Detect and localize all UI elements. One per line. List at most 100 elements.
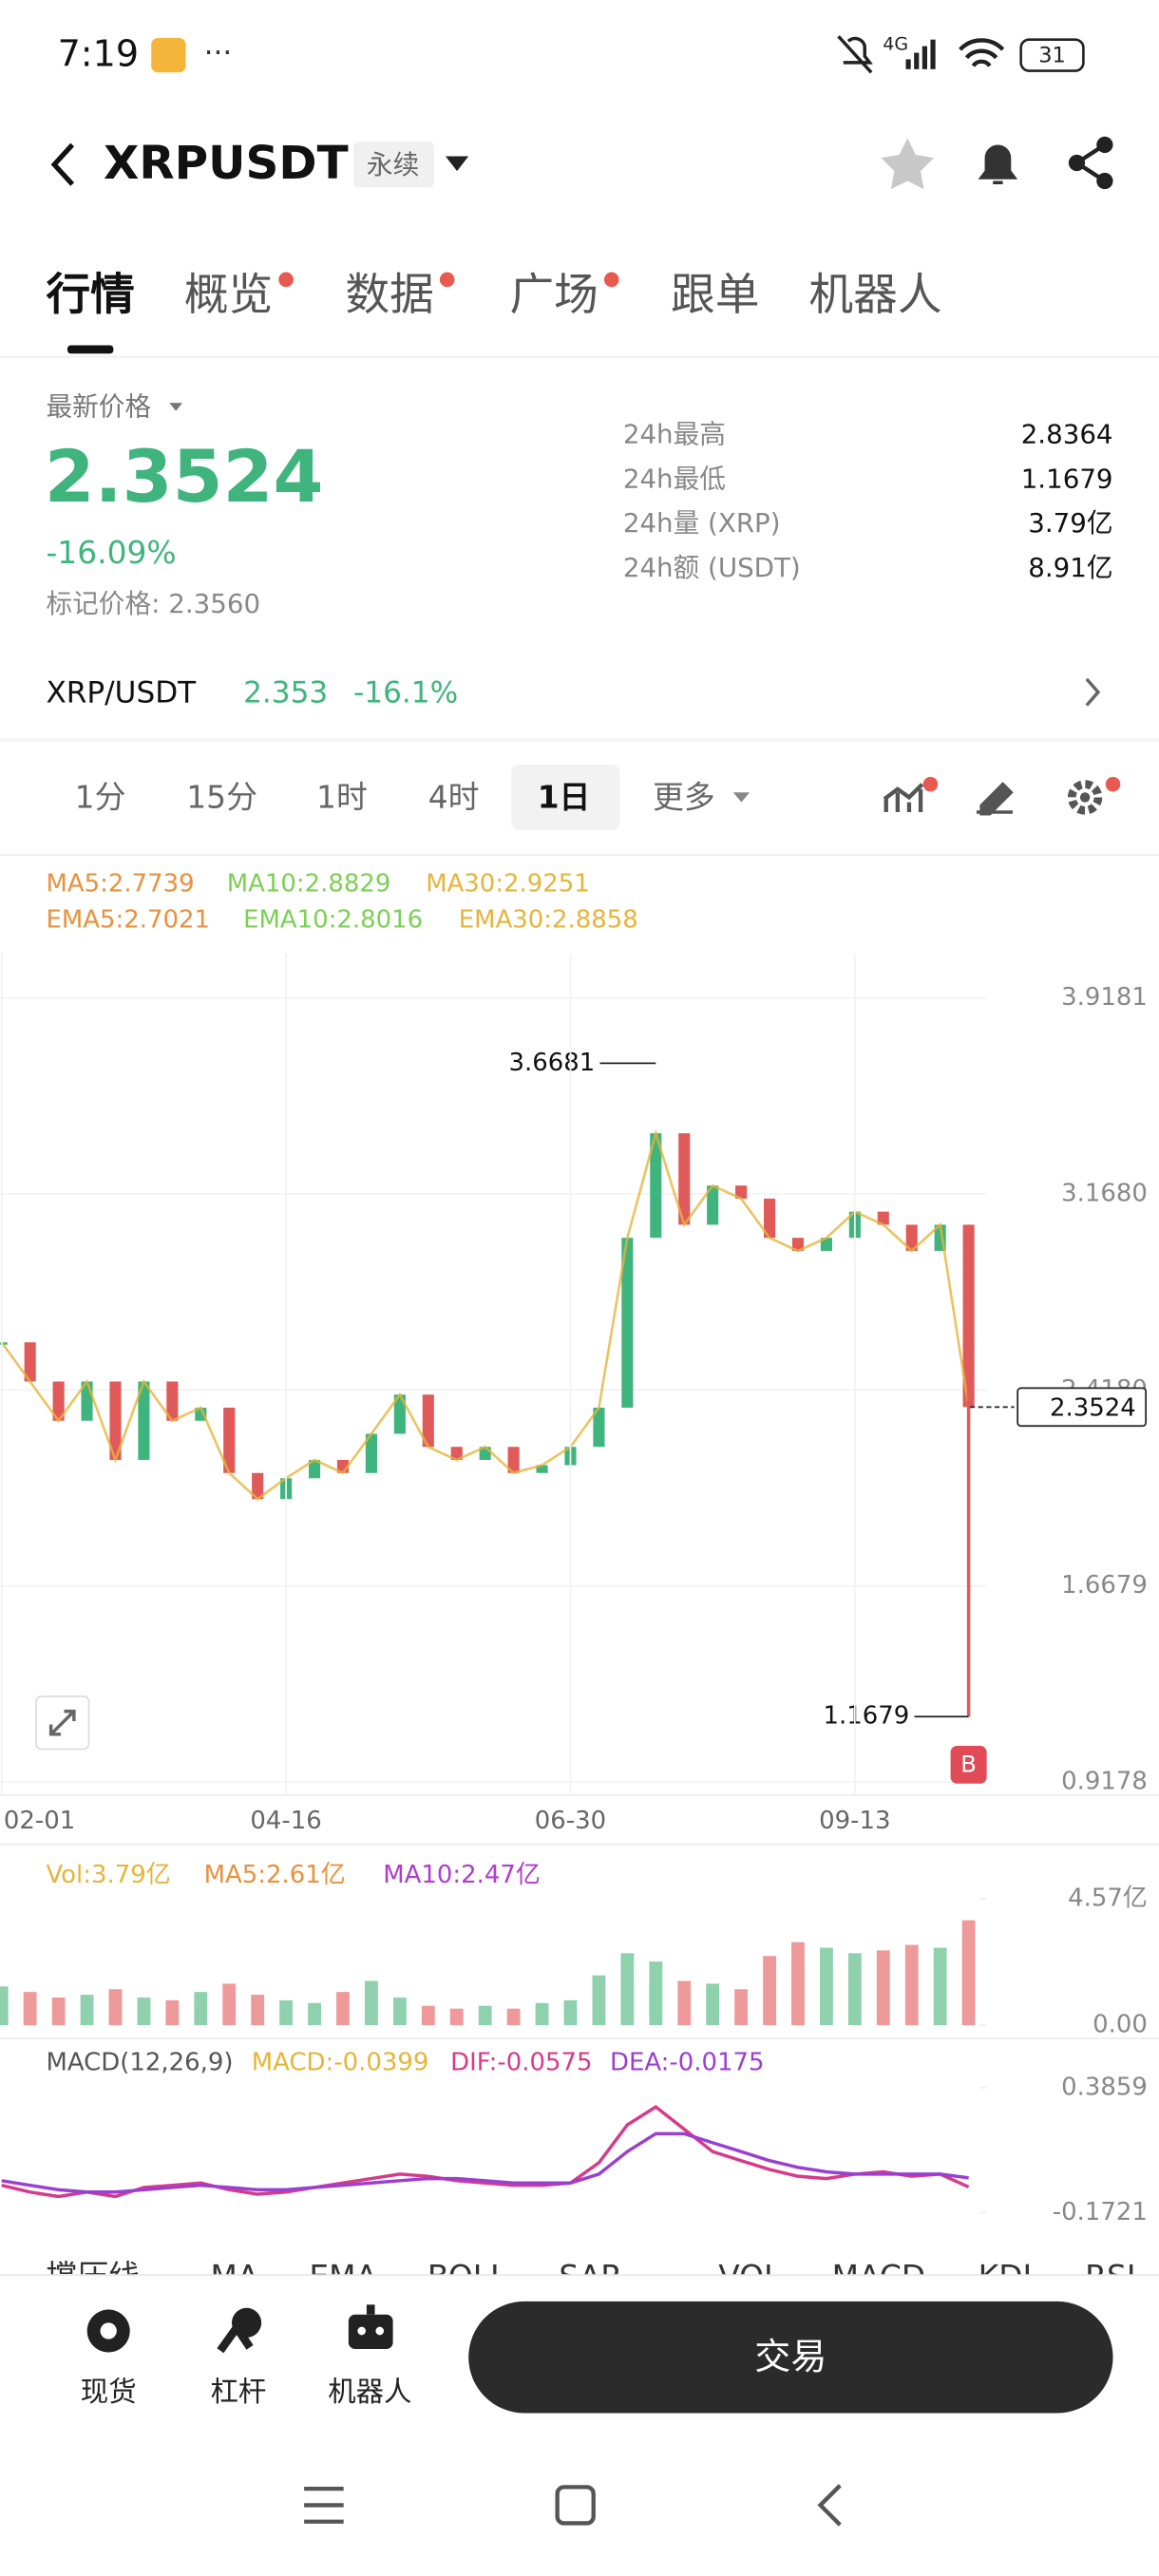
x-tick-label: 02-01 — [4, 1807, 75, 1835]
volume-bar — [706, 1983, 720, 2026]
mark-price: 标记价格: 2.3560 — [46, 588, 260, 619]
contract-tag: 永续 — [367, 149, 419, 180]
tab[interactable]: 机器人 — [808, 270, 941, 321]
candle — [24, 1342, 36, 1382]
stat-label: 24h量 (XRP) — [623, 507, 781, 539]
tab[interactable]: 概览 — [184, 270, 273, 321]
last-price: 2.3524 — [45, 434, 324, 519]
volume-bar — [251, 1995, 265, 2026]
candle — [735, 1185, 748, 1199]
spot-pair[interactable]: XRP/USDT — [46, 675, 197, 710]
indicator-button[interactable] — [883, 776, 939, 813]
status-network: 4G — [883, 33, 908, 54]
candle — [507, 1447, 520, 1473]
trade-button[interactable]: 交易 — [754, 2336, 826, 2377]
volume-bar — [449, 2008, 464, 2026]
x-tick-label: 04-16 — [250, 1807, 321, 1835]
interval[interactable]: 更多 — [653, 779, 715, 816]
symbol[interactable]: XRPUSDT — [104, 137, 349, 190]
indicator-tab[interactable]: KDJ — [978, 2258, 1033, 2295]
bottom-item[interactable]: 杠杆 — [211, 2376, 267, 2408]
candle — [109, 1381, 122, 1461]
y-tick-label: 3.1680 — [1061, 1179, 1148, 1207]
spot-price: 2.353 — [243, 675, 328, 710]
settings-button[interactable] — [1067, 776, 1121, 815]
draw-button[interactable] — [976, 782, 1014, 816]
indicator-tab[interactable]: RSI — [1085, 2258, 1135, 2295]
legend-entry: MA10:2.47亿 — [383, 1861, 541, 1889]
volume-bar — [876, 1950, 890, 2026]
legend-entry: MACD:-0.0399 — [252, 2048, 429, 2076]
battery-level: 31 — [1038, 43, 1066, 67]
tab[interactable]: 数据 — [345, 270, 433, 321]
more-dropdown[interactable] — [732, 792, 750, 803]
margin-icon[interactable] — [217, 2307, 262, 2354]
volume-bar — [80, 1995, 94, 2026]
interval[interactable]: 1时 — [316, 779, 368, 816]
indicator-tab[interactable]: EMA — [309, 2258, 377, 2295]
volume-bar — [677, 1980, 692, 2026]
y-tick-label: 0.3859 — [1061, 2073, 1148, 2101]
battery-icon — [1019, 38, 1085, 72]
interval[interactable]: 1日 — [538, 779, 591, 816]
stat-value: 3.79亿 — [1028, 507, 1112, 539]
volume-bar — [364, 1980, 378, 2026]
spot-change: -16.1% — [353, 675, 458, 710]
legend-entry: EMA30:2.8858 — [459, 906, 638, 935]
tab[interactable]: 广场 — [509, 270, 598, 321]
back-button[interactable] — [50, 142, 75, 186]
bottom-item[interactable]: 机器人 — [328, 2376, 411, 2408]
stat-value: 8.91亿 — [1028, 552, 1112, 583]
symbol-dropdown[interactable] — [445, 156, 469, 172]
volume-bar — [222, 1983, 237, 2026]
expand-button[interactable] — [35, 1695, 90, 1751]
stat-label: 24h最低 — [623, 463, 726, 494]
tab[interactable]: 行情 — [46, 270, 134, 321]
indicator-tab[interactable]: BOLL — [428, 2258, 508, 2295]
candle — [621, 1238, 634, 1408]
trade-button-bg[interactable] — [468, 2301, 1113, 2414]
interval[interactable]: 1分 — [75, 779, 126, 816]
mute-icon — [837, 35, 873, 74]
volume-bar — [51, 1997, 66, 2026]
bottom-item[interactable]: 现货 — [81, 2376, 137, 2408]
tab-dot — [278, 272, 294, 288]
stat-value: 1.1679 — [1021, 463, 1113, 494]
price-label-dropdown[interactable] — [169, 403, 183, 411]
legend-entry: MA5:2.61亿 — [204, 1861, 346, 1889]
candle — [877, 1211, 889, 1225]
high-label: 3.6681 — [509, 1049, 596, 1077]
y-tick-label: 1.6679 — [1061, 1571, 1148, 1600]
candle — [678, 1133, 691, 1225]
candle — [791, 1238, 805, 1251]
indicator-tab[interactable]: SAR — [559, 2258, 622, 2295]
nav-home[interactable] — [555, 2485, 596, 2526]
interval[interactable]: 4时 — [428, 779, 480, 816]
price-change: -16.09% — [46, 534, 176, 571]
spot-arrow[interactable] — [1085, 677, 1101, 707]
candle — [707, 1185, 719, 1225]
status-time: 7:19 — [58, 32, 139, 74]
spot-icon[interactable] — [86, 2309, 130, 2353]
interval[interactable]: 15分 — [186, 779, 257, 816]
candle — [763, 1198, 776, 1239]
indicator-tab[interactable]: 撑压线 — [46, 2258, 140, 2295]
close-line — [0, 1128, 970, 1501]
volume-bar — [734, 1989, 749, 2026]
favorite-button[interactable] — [881, 138, 934, 190]
indicator-tab[interactable]: MACD — [832, 2258, 926, 2295]
y-tick-label: 3.9181 — [1061, 983, 1148, 1012]
alert-button[interactable] — [978, 144, 1018, 184]
share-button[interactable] — [1068, 136, 1113, 190]
y-tick-label: 4.57亿 — [1068, 1884, 1148, 1912]
candle — [593, 1407, 605, 1448]
nav-menu[interactable] — [304, 2486, 344, 2524]
volume-bar — [592, 1975, 606, 2026]
nav-back[interactable] — [817, 2484, 842, 2527]
indicator-tab[interactable]: MA — [211, 2258, 259, 2295]
indicator-tab[interactable]: VOL — [718, 2258, 782, 2295]
candle — [450, 1447, 463, 1461]
tab[interactable]: 跟单 — [671, 270, 759, 321]
bot-icon[interactable] — [348, 2304, 393, 2350]
